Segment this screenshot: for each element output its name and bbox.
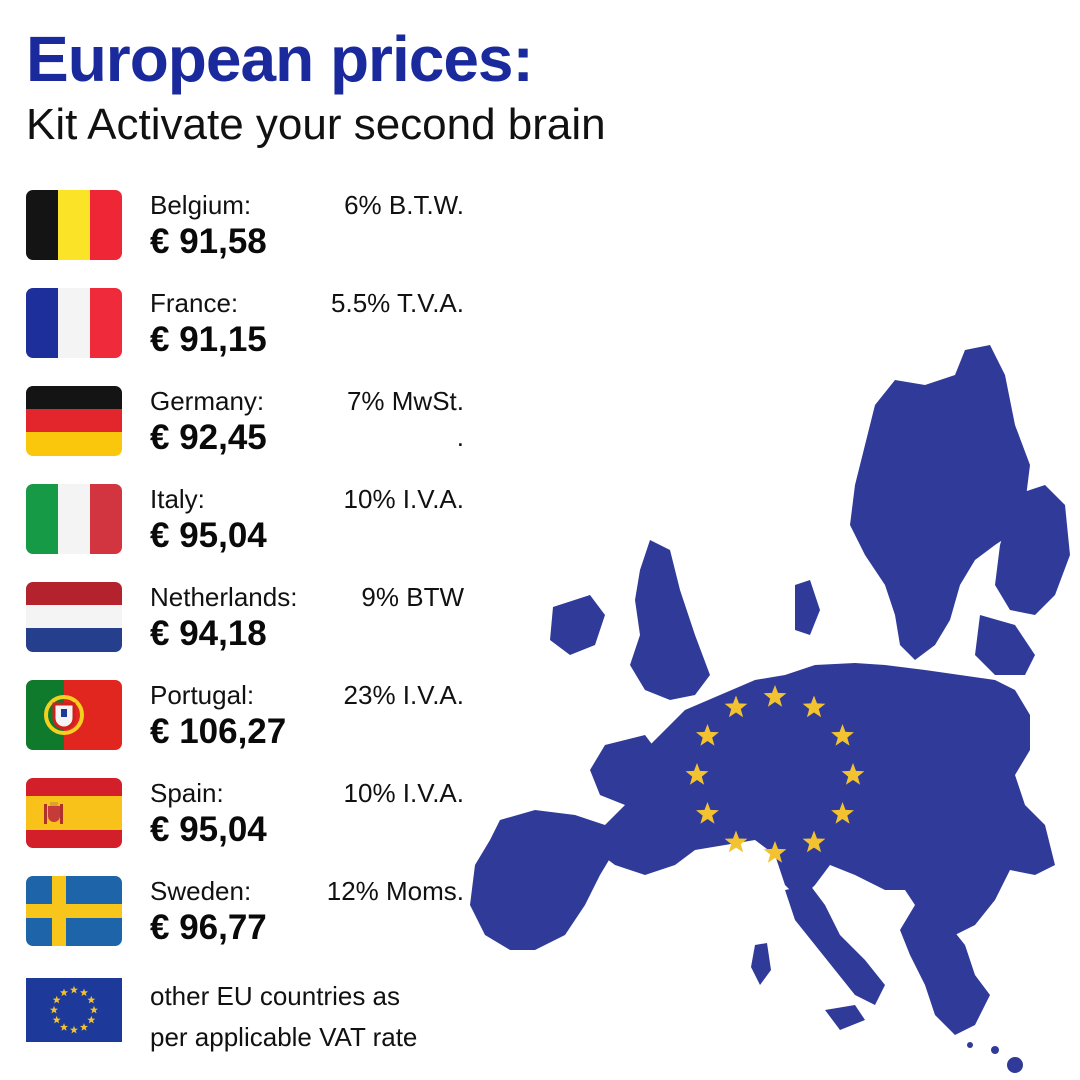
vat-rate: 6% B.T.W. xyxy=(344,190,464,220)
country-row-sweden: Sweden: 12% Moms. € 96,77 xyxy=(26,876,476,948)
page-subtitle: Kit Activate your second brain xyxy=(26,100,606,149)
map-star-icon xyxy=(831,724,854,746)
other-eu-line-1: other EU countries as xyxy=(150,981,401,1011)
other-eu-line-2: per applicable VAT rate xyxy=(150,1022,418,1052)
country-row-spain: Spain: 10% I.V.A. € 95,04 xyxy=(26,778,476,850)
spain-flag-icon xyxy=(26,778,122,848)
price: € 106,27 xyxy=(150,712,287,751)
eu-flag-star-icon xyxy=(87,995,96,1004)
price: € 94,18 xyxy=(150,614,267,653)
price: € 92,45 xyxy=(150,418,267,457)
eu-flag-star-icon xyxy=(52,995,61,1004)
country-name: Germany: xyxy=(150,386,265,416)
price: € 91,58 xyxy=(150,222,267,261)
vat-rate: 5.5% T.V.A. xyxy=(331,288,464,318)
germany-flag-icon xyxy=(26,386,122,456)
country-name: Sweden: xyxy=(150,876,252,906)
country-row-italy: Italy: 10% I.V.A. € 95,04 xyxy=(26,484,476,556)
country-name: Belgium: xyxy=(150,190,252,220)
other-eu-row: other EU countries as per applicable VAT… xyxy=(26,976,486,1056)
price: € 91,15 xyxy=(150,320,267,359)
country-name: Italy: xyxy=(150,484,205,514)
vat-rate: 23% I.V.A. xyxy=(343,680,464,710)
map-star-icon xyxy=(724,830,748,853)
map-star-icon xyxy=(685,763,709,785)
portugal-flag-icon xyxy=(26,680,122,750)
country-row-belgium: Belgium: 6% B.T.W. € 91,58 xyxy=(26,190,476,262)
france-flag-icon xyxy=(26,288,122,358)
belgium-flag-icon xyxy=(26,190,122,260)
map-star-icon xyxy=(831,802,854,824)
eu-flag-star-icon xyxy=(60,988,68,997)
trailing-dot: . xyxy=(456,422,464,452)
country-name: France: xyxy=(150,288,239,318)
map-star-icon xyxy=(696,802,719,824)
country-row-netherlands: Netherlands: 9% BTW € 94,18 xyxy=(26,582,476,654)
eu-flag-star-icon xyxy=(80,988,88,997)
eu-flag-star-icon xyxy=(52,1015,61,1024)
vat-rate: 12% Moms. xyxy=(326,876,464,906)
eu-flag-star-icon xyxy=(70,985,78,994)
map-star-icon xyxy=(802,695,826,718)
eu-flag-star-icon xyxy=(60,1023,68,1031)
country-row-france: France: 5.5% T.V.A. € 91,15 xyxy=(26,288,476,360)
price: € 95,04 xyxy=(150,516,267,555)
other-eu-note: other EU countries as per applicable VAT… xyxy=(150,976,417,1058)
price: € 96,77 xyxy=(150,908,267,947)
vat-rate: 10% I.V.A. xyxy=(343,484,464,514)
eu-flag-star-icon xyxy=(90,1005,98,1014)
map-star-icon xyxy=(724,695,748,718)
page-title: European prices: xyxy=(26,23,534,95)
vat-rate: 10% I.V.A. xyxy=(343,778,464,808)
eu-flag-icon xyxy=(26,978,122,1042)
map-star-icon xyxy=(696,724,719,746)
map-star-icon xyxy=(763,685,787,707)
eu-flag-star-icon xyxy=(87,1015,96,1024)
eu-flag-star-icon xyxy=(50,1005,58,1014)
map-star-icon xyxy=(841,763,865,785)
map-star-icon xyxy=(763,841,787,863)
price: € 95,04 xyxy=(150,810,267,849)
italy-flag-icon xyxy=(26,484,122,554)
eu-map-icon xyxy=(470,345,1070,1073)
sweden-flag-icon xyxy=(26,876,122,946)
country-name: Netherlands: xyxy=(150,582,298,612)
country-row-germany: Germany: 7% MwSt. € 92,45 . xyxy=(26,386,476,458)
country-name: Spain: xyxy=(150,778,224,808)
eu-flag-star-icon xyxy=(70,1025,78,1034)
vat-rate: 9% BTW xyxy=(361,582,464,612)
netherlands-flag-icon xyxy=(26,582,122,652)
country-name: Portugal: xyxy=(150,680,255,710)
map-star-icon xyxy=(802,830,826,853)
country-row-portugal: Portugal: 23% I.V.A. € 106,27 xyxy=(26,680,476,752)
vat-rate: 7% MwSt. xyxy=(346,386,464,416)
eu-flag-star-icon xyxy=(80,1023,88,1031)
